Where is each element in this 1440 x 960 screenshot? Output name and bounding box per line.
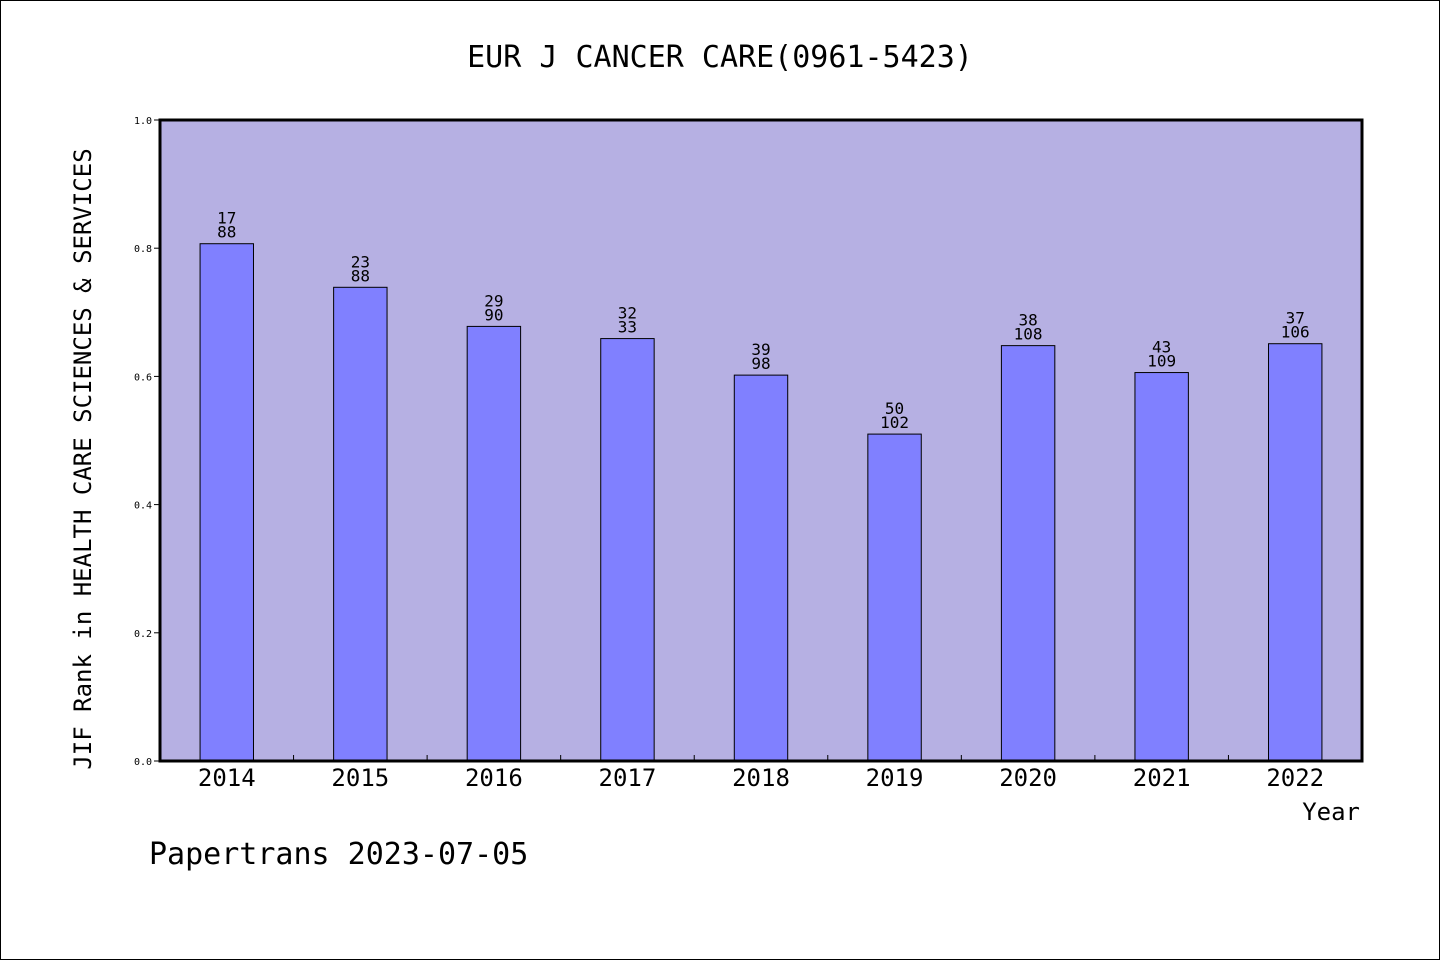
x-tick-label-2014: 2014 [198, 764, 256, 792]
data-label-rank-2017: 32 [618, 304, 637, 323]
data-label-total-2016: 90 [484, 305, 503, 324]
data-label-rank-2014: 17 [217, 209, 236, 228]
data-label-total-2014: 88 [217, 223, 236, 242]
data-label-total-2017: 33 [618, 318, 637, 337]
x-tick-label-2015: 2015 [331, 764, 389, 792]
data-label-rank-2021: 43 [1152, 338, 1171, 357]
y-axis-label: JIF Rank in HEALTH CARE SCIENCES & SERVI… [69, 148, 97, 769]
x-tick-label-2017: 2017 [599, 764, 657, 792]
x-tick-label-2020: 2020 [999, 764, 1057, 792]
x-tick-label-2022: 2022 [1266, 764, 1324, 792]
y-tick-label-0.0: 0.0 [134, 757, 152, 768]
y-tick-label-1.0: 1.0 [134, 116, 152, 127]
y-axis-ticks: 0.0 0.2 0.4 0.6 0.8 1.0 [134, 116, 160, 768]
bar-2021 [1134, 372, 1189, 762]
bar-2022 [1268, 343, 1323, 762]
data-label-rank-2019: 50 [885, 399, 904, 418]
bar-2015 [333, 286, 388, 762]
x-axis-label: Year [1302, 798, 1360, 826]
x-axis-ticks: 2014 2015 2016 2017 2018 2019 2020 2021 2022 [198, 755, 1324, 792]
data-label-rank-2016: 29 [484, 291, 503, 310]
bar-2014 [199, 243, 254, 762]
data-label-total-2019: 102 [880, 413, 909, 432]
bar-2020 [1000, 345, 1056, 762]
bar-2019 [867, 433, 922, 762]
y-tick-label-0.6: 0.6 [134, 372, 152, 383]
data-label-total-2015: 88 [351, 266, 370, 285]
x-tick-label-2016: 2016 [465, 764, 523, 792]
bar-2017 [600, 338, 655, 762]
bar-2016 [466, 325, 522, 762]
data-label-rank-2022: 37 [1286, 309, 1305, 328]
chart-title: EUR J CANCER CARE(0961-5423) [467, 40, 973, 75]
y-tick-label-0.4: 0.4 [134, 501, 152, 512]
y-tick-label-0.8: 0.8 [134, 244, 152, 255]
x-tick-label-2018: 2018 [732, 764, 790, 792]
bars [199, 243, 1323, 762]
data-label-total-2021: 109 [1147, 352, 1176, 371]
data-label-total-2020: 108 [1014, 325, 1043, 344]
plot-frame [158, 118, 1364, 763]
bar-2018 [733, 374, 789, 762]
x-tick-label-2019: 2019 [866, 764, 924, 792]
data-label-rank-2020: 38 [1018, 311, 1037, 330]
x-tick-label-2021: 2021 [1133, 764, 1191, 792]
data-label-total-2022: 106 [1281, 323, 1310, 342]
footer-text: Papertrans 2023-07-05 [149, 837, 528, 872]
data-label-rank-2018: 39 [751, 340, 770, 359]
data-label-total-2018: 98 [751, 354, 770, 373]
data-label-rank-2015: 23 [351, 252, 370, 271]
y-tick-label-0.2: 0.2 [134, 629, 152, 640]
